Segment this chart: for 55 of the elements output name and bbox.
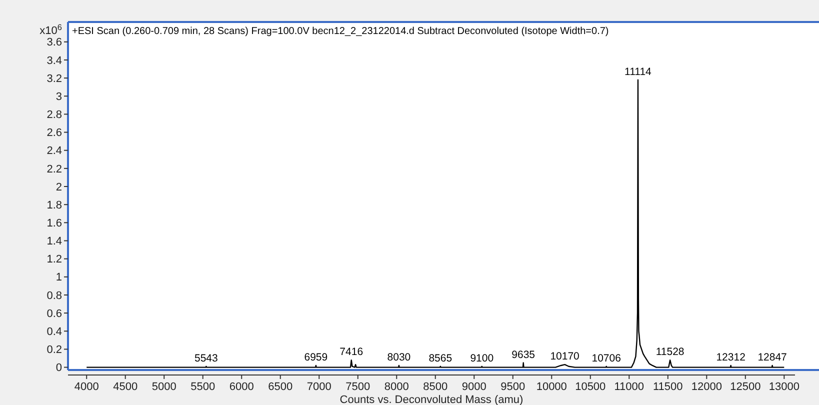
annotation: 8030 — [387, 351, 411, 364]
x-tick-label: 10000 — [536, 381, 567, 393]
annotation: 9635 — [512, 348, 536, 361]
annotation: 10170 — [550, 350, 580, 363]
y-tick-label: 2.6 — [46, 127, 62, 140]
x-tick-label: 5000 — [152, 381, 176, 393]
annotation: 11528 — [656, 346, 684, 358]
annotation: 7416 — [340, 346, 364, 358]
y-tick-label: 0.8 — [46, 290, 62, 302]
x-tick-label: 8500 — [423, 381, 448, 393]
x-tick-label: 11000 — [614, 381, 644, 393]
x-tick-label: 7000 — [306, 381, 332, 393]
x-tick-label: 9500 — [500, 381, 526, 393]
y-tick-label: 0.4 — [46, 326, 62, 338]
x-tick-label: 12500 — [730, 381, 761, 393]
y-tick-label: 3.4 — [46, 54, 62, 67]
annotation: 10706 — [592, 352, 622, 364]
annotation: 6959 — [304, 351, 328, 364]
y-tick-label: 2 — [56, 181, 62, 194]
y-tick-label: 2.4 — [46, 145, 62, 158]
y-tick-label: 0 — [56, 362, 62, 374]
x-tick-label: 11500 — [653, 381, 683, 393]
x-tick-label: 13000 — [768, 381, 800, 393]
annotation: 8565 — [428, 352, 452, 364]
y-tick-label: 2.8 — [46, 109, 62, 122]
x-tick-label: 10500 — [575, 381, 606, 393]
annotation: 5543 — [194, 352, 218, 364]
chart-title: +ESI Scan (0.260-0.709 min, 28 Scans) Frag=100.0V becn12_2_23122014.d Subtract Deconvoluted (Isotope Width=0.7) — [72, 26, 609, 37]
y-tick-label: 3.2 — [46, 72, 62, 85]
y-tick-label: 1.2 — [46, 254, 62, 266]
annotation: 9100 — [470, 352, 494, 364]
y-tick-label: 1.8 — [46, 199, 62, 212]
x-tick-label: 4000 — [74, 381, 99, 393]
y-tick-label: 0.6 — [46, 308, 62, 320]
y-tick-label: 1.6 — [46, 218, 62, 230]
y-tick-label: 3.6 — [46, 36, 62, 49]
x-tick-label: 6500 — [268, 381, 293, 393]
line-series — [86, 79, 785, 368]
y-tick-label: 3 — [56, 90, 62, 103]
x-tick-label: 6000 — [229, 381, 254, 393]
x-tick-label: 7500 — [346, 381, 370, 393]
y-tick-label: 0.2 — [46, 344, 62, 356]
annotation: 11114 — [624, 66, 652, 78]
x-tick-label: 9000 — [462, 381, 486, 393]
y-tick-label: 2.2 — [46, 163, 62, 176]
x-tick-label: 4500 — [113, 381, 138, 393]
annotation: 12847 — [758, 351, 788, 364]
x-tick-label: 8000 — [384, 381, 409, 393]
y-tick-label: 1.4 — [46, 236, 62, 248]
y-tick-label: 1 — [56, 272, 62, 284]
x-tick-label: 12000 — [691, 381, 722, 393]
x-tick-label: 5500 — [190, 381, 216, 393]
y-axis-title: x10$^{6}$ — [40, 22, 62, 37]
x-axis-title: Counts vs. Deconvoluted Mass (amu) — [340, 394, 524, 405]
annotation: 12312 — [716, 351, 746, 364]
